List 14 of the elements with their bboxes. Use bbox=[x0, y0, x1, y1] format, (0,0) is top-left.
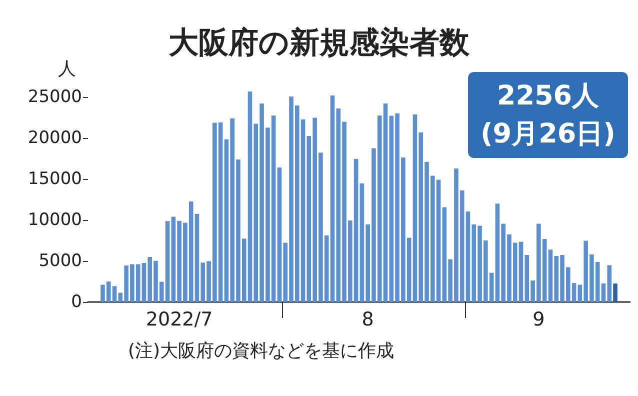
bar bbox=[613, 284, 618, 302]
x-tick-label: 2022/7 bbox=[146, 308, 213, 330]
y-tick-label: 25000 bbox=[28, 87, 82, 108]
y-tick-label: 10000 bbox=[28, 210, 82, 230]
y-tick-label: 20000 bbox=[28, 128, 82, 148]
y-tick-label: 15000 bbox=[28, 169, 82, 190]
y-axis-title: 人 bbox=[58, 58, 76, 80]
text: (注)大阪府の資料などを基に作成 bbox=[128, 340, 394, 362]
annotation: 2256人 (9月26日) bbox=[480, 80, 616, 150]
chart-title: 大阪府の新規感染者数 bbox=[168, 26, 470, 60]
y-tick-label: 0 bbox=[71, 292, 82, 312]
y-tick-label: 5000 bbox=[38, 251, 82, 272]
x-tick-label: 8 bbox=[362, 308, 374, 330]
x-tick-label: 9 bbox=[532, 308, 545, 330]
